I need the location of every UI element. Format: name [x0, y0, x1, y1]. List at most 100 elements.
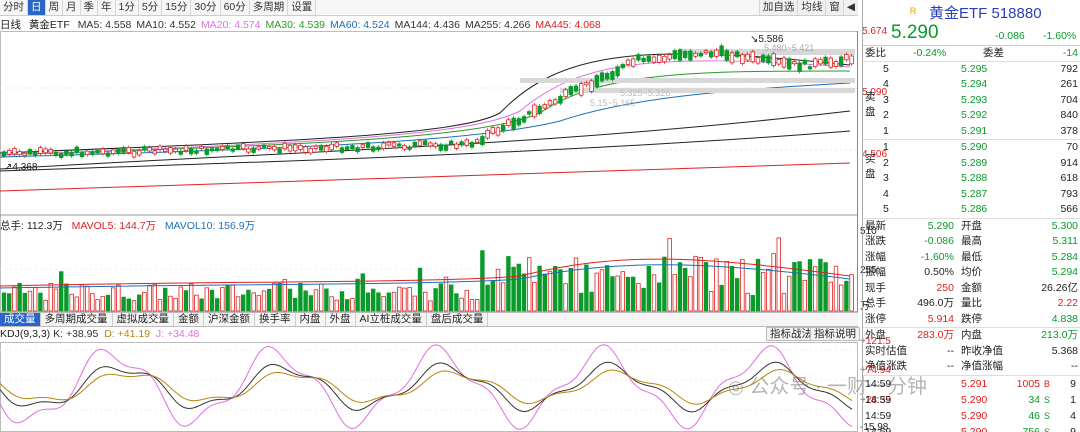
candle-body — [225, 145, 230, 149]
zone-bar-1 — [680, 49, 855, 55]
stat-label: 内盘 — [961, 329, 982, 341]
period-button-1[interactable]: 日 — [28, 0, 46, 15]
kline-chart[interactable] — [0, 31, 858, 312]
indicator-tab-8[interactable]: AI立桩成交量 — [356, 313, 427, 326]
indicator-tab-9[interactable]: 盘后成交量 — [427, 313, 489, 326]
quote-header: R 黄金ETF 518880 5.290 -0.086 -1.60% — [863, 0, 1080, 46]
indicator-tactics-button[interactable]: 指标战法 — [766, 327, 816, 341]
volume-bar — [168, 295, 173, 312]
level-volume: 792 — [1060, 62, 1078, 75]
ask-level-row[interactable]: 3 5.293 704 — [863, 93, 1080, 109]
tick-time: 14:59 — [865, 425, 892, 432]
candle-body — [495, 127, 501, 136]
candle-body — [579, 83, 584, 96]
volume-bar — [428, 300, 433, 312]
collapse-arrow-icon[interactable]: ◀ — [842, 0, 858, 15]
indicator-tab-0[interactable]: 成交量 — [0, 313, 41, 326]
volume-bar — [152, 283, 157, 312]
toolbar-right-button-0[interactable]: 加自选 — [758, 0, 798, 15]
level-volume: 793 — [1060, 187, 1078, 200]
indicator-tab-3[interactable]: 金额 — [174, 313, 204, 326]
candle-body — [646, 55, 651, 62]
period-button-0[interactable]: 分时 — [0, 0, 28, 15]
period-button-5[interactable]: 年 — [98, 0, 116, 15]
stats-row: 涨停 5.914 跌停 4.838 — [863, 312, 1080, 328]
bid-level-row[interactable]: 2 5.289 914 — [863, 156, 1080, 172]
stat-value: 5.311 — [1052, 235, 1079, 247]
period-button-2[interactable]: 周 — [46, 0, 63, 15]
volume-bar — [391, 291, 397, 312]
period-button-10[interactable]: 60分 — [221, 0, 250, 15]
indicator-tabs: 成交量 多周期成交量 虚拟成交量 金额 沪深金额 换手率 内盘 外盘 AI立桩成交量 盘后成交量 — [0, 312, 858, 327]
volume-bar — [396, 286, 402, 312]
candle-body — [761, 54, 766, 63]
bid-level-row[interactable]: 3 5.288 618 — [863, 171, 1080, 187]
volume-bar — [719, 284, 724, 312]
indicator-tab-5[interactable]: 换手率 — [255, 313, 296, 326]
extra-row: 实时估值 -- 昨收净值 5.368 — [863, 344, 1080, 360]
level-price: 5.295 — [961, 62, 988, 75]
volume-bar — [839, 284, 844, 312]
volume-bar — [657, 282, 662, 312]
level-num: 2 — [883, 109, 889, 121]
volume-bar — [573, 257, 579, 312]
zone-label-2: 5.325~5.326 — [620, 88, 671, 98]
candle-body — [121, 147, 126, 153]
ask-level-row[interactable]: 5 5.295 792 — [863, 62, 1080, 78]
toolbar-right-button-2[interactable]: 窗 — [825, 0, 843, 15]
period-button-6[interactable]: 1分 — [116, 0, 139, 15]
level-volume: 914 — [1060, 156, 1078, 169]
indicator-tab-2[interactable]: 虚拟成交量 — [113, 313, 174, 326]
period-button-7[interactable]: 5分 — [139, 0, 163, 15]
ask-level-row[interactable]: 1 5.291 378 — [863, 124, 1080, 140]
tick-list: 14:59 5.291 1005 B 9 14:59 5.290 34 S 1 14… — [863, 376, 1080, 432]
ask-level-row[interactable]: 4 5.294 261 — [863, 77, 1080, 93]
bid-level-row[interactable]: 1 5.290 70 — [863, 140, 1080, 156]
indicator-tab-4[interactable]: 沪深金额 — [204, 313, 255, 326]
candle-body — [339, 147, 345, 153]
candle-body — [303, 146, 308, 153]
period-button-8[interactable]: 15分 — [162, 0, 192, 15]
candle-body — [308, 148, 313, 154]
period-button-11[interactable]: 多周期 — [250, 0, 289, 15]
volume-bar — [136, 294, 142, 312]
volume-bar — [313, 289, 319, 312]
period-button-3[interactable]: 月 — [63, 0, 81, 15]
volume-bar — [344, 299, 350, 312]
volume-bar — [85, 285, 90, 312]
indicator-help-button[interactable]: 指标说明 — [810, 327, 860, 341]
candle-body — [818, 58, 823, 65]
candle-body — [657, 54, 662, 63]
candle-body — [370, 146, 376, 152]
ask-level-row[interactable]: 2 5.292 840 — [863, 108, 1080, 124]
bid-level-row[interactable]: 4 5.287 793 — [863, 187, 1080, 203]
indicator-tab-7[interactable]: 外盘 — [326, 313, 356, 326]
volume-bar — [256, 295, 261, 312]
period-button-9[interactable]: 30分 — [191, 0, 221, 15]
candle-body — [672, 50, 677, 60]
candle-body — [839, 56, 844, 67]
indicator-tab-1[interactable]: 多周期成交量 — [41, 313, 113, 326]
stat-label: 开盘 — [961, 219, 982, 232]
candle-body — [324, 146, 329, 152]
volume-bar — [828, 281, 833, 312]
tick-flag: S — [1043, 410, 1050, 421]
candle-body — [719, 45, 724, 57]
toolbar-right-button-1[interactable]: 均线 — [797, 0, 826, 15]
volume-bar — [209, 289, 215, 312]
tick-price: 5.290 — [961, 393, 988, 406]
tick-row: 14:59 5.290 756 S 9 — [863, 424, 1080, 432]
period-button-4[interactable]: 季 — [81, 0, 98, 15]
tick-row: 14:59 5.290 46 S 4 — [863, 408, 1080, 424]
volume-bar — [553, 266, 558, 312]
indicator-tab-6[interactable]: 内盘 — [296, 313, 326, 326]
volume-bar — [740, 259, 745, 312]
period-button-12[interactable]: 设置 — [288, 0, 317, 15]
volume-bar — [64, 283, 69, 312]
volume-bar — [339, 291, 345, 312]
volume-bar — [298, 282, 303, 312]
candle-body — [516, 118, 521, 126]
volume-bar — [771, 253, 776, 312]
bid-level-row[interactable]: 5 5.286 566 — [863, 202, 1080, 218]
